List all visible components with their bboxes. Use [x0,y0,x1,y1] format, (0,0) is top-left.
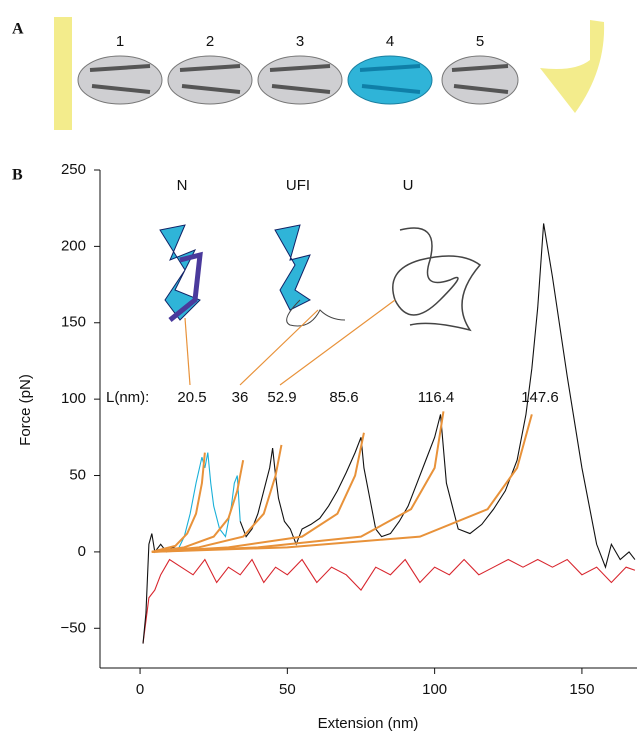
domain [77,55,163,105]
domain-number: 5 [476,33,484,50]
y-axis-label: Force (pN) [17,374,34,446]
y-tick-label: 150 [61,314,86,331]
domain-number: 3 [296,33,304,50]
inset-drawings [159,224,482,332]
panel-label: A [12,21,24,38]
unfolded-tail [286,299,346,327]
domain [347,55,433,105]
trace [177,452,241,550]
y-tick-label: 200 [61,237,86,254]
inset-label: UFI [286,177,310,194]
trace [151,432,365,553]
y-tick-label: −50 [61,619,86,636]
panel-a: A [12,17,605,130]
x-tick-label: 100 [422,681,447,698]
tip [540,20,605,113]
domain-number: 2 [206,33,214,50]
domain-number: 4 [386,33,394,50]
y-tick-label: 0 [78,543,86,560]
trace [151,411,445,553]
x-tick-label: 150 [569,681,594,698]
folded-structure [159,224,201,321]
strands [89,64,509,94]
panel-label: B [12,167,23,184]
unfolded-chain [392,227,482,332]
x-tick-label: 0 [136,681,144,698]
x-tick-label: 50 [279,681,296,698]
surface [54,17,72,130]
domains [77,55,519,105]
contour-length: 20.5 [177,389,206,406]
domain [167,55,253,105]
inset-arrows [184,299,396,386]
y-tick-label: 50 [69,466,86,483]
trace [151,452,206,553]
inset-label: U [403,177,414,194]
domain [441,55,519,105]
domain [257,55,343,105]
inset-label: N [177,177,188,194]
contour-length: 147.6 [521,389,559,406]
trace [151,414,533,553]
contour-length: 85.6 [329,389,358,406]
contour-length: 52.9 [267,389,296,406]
domain-number: 1 [116,33,124,50]
folded-structure [168,251,203,322]
trace [151,444,283,553]
contour-label: L(nm): [106,389,149,406]
y-tick-label: 250 [61,161,86,178]
y-tick-label: 100 [61,390,86,407]
x-axis-label: Extension (nm) [318,715,419,732]
partial-structure [274,224,311,311]
trace [142,558,636,644]
contour-length: 36 [232,389,249,406]
trace [151,460,245,553]
contour-length: 116.4 [418,389,454,406]
